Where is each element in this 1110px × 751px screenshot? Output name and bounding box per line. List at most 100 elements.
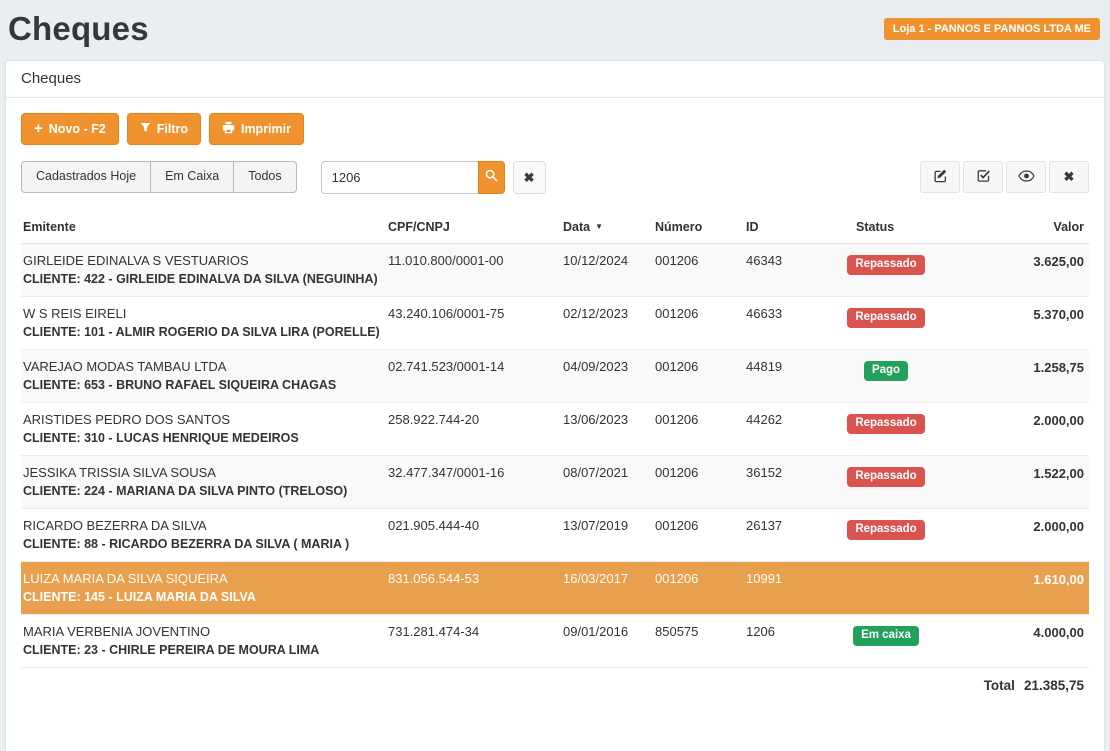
col-id[interactable]: ID xyxy=(744,211,811,244)
check-all-button[interactable] xyxy=(963,161,1003,193)
status-badge: Repassado xyxy=(847,254,925,275)
valor-cell: 1.258,75 xyxy=(1033,359,1084,375)
cheques-panel: Cheques + Novo - F2 Filtro Imprimir xyxy=(5,60,1105,751)
status-badge: Pago xyxy=(863,360,909,381)
page-title: Cheques xyxy=(8,10,149,47)
numero-cell: 001206 xyxy=(655,358,699,374)
valor-cell: 4.000,00 xyxy=(1033,624,1084,640)
table-row[interactable]: RICARDO BEZERRA DA SILVA CLIENTE: 88 - R… xyxy=(21,508,1089,561)
date-cell: 08/07/2021 xyxy=(563,464,629,480)
total-row: Total 21.385,75 xyxy=(21,668,1089,703)
col-emitente[interactable]: Emitente xyxy=(21,211,386,244)
cpf-cnpj-cell: 32.477.347/0001-16 xyxy=(388,464,505,480)
quick-filter-group: Cadastrados Hoje Em Caixa Todos xyxy=(21,161,297,193)
close-panel-button[interactable]: ✖ xyxy=(1049,161,1089,193)
cpf-cnpj-cell: 43.240.106/0001-75 xyxy=(388,305,505,321)
emitente-cell: GIRLEIDE EDINALVA S VESTUARIOS CLIENTE: … xyxy=(23,252,378,286)
valor-cell: 3.625,00 xyxy=(1033,253,1084,269)
table-row[interactable]: GIRLEIDE EDINALVA S VESTUARIOS CLIENTE: … xyxy=(21,243,1089,296)
total-value: 21.385,75 xyxy=(1023,677,1084,693)
print-button[interactable]: Imprimir xyxy=(208,113,304,145)
panel-body: + Novo - F2 Filtro Imprimir Cadastrados … xyxy=(6,98,1104,751)
date-cell: 16/03/2017 xyxy=(563,570,629,586)
cheques-table: Emitente CPF/CNPJ Data ▼ Número ID Status… xyxy=(21,211,1089,668)
id-cell: 26137 xyxy=(746,517,783,533)
col-cpf-cnpj[interactable]: CPF/CNPJ xyxy=(386,211,561,244)
cpf-cnpj-cell: 021.905.444-40 xyxy=(388,517,480,533)
id-cell: 46633 xyxy=(746,305,783,321)
status-cell: Repassado xyxy=(811,243,961,296)
filter-row: Cadastrados Hoje Em Caixa Todos ✖ xyxy=(21,160,1089,194)
valor-cell: 2.000,00 xyxy=(1033,412,1084,428)
emitente-cell: ARISTIDES PEDRO DOS SANTOS CLIENTE: 310 … xyxy=(23,411,299,445)
print-icon xyxy=(222,121,235,137)
search-icon xyxy=(485,169,498,185)
status-badge: Repassado xyxy=(847,307,925,328)
id-cell: 44262 xyxy=(746,411,783,427)
status-cell: Em caixa xyxy=(811,614,961,667)
plus-icon: + xyxy=(34,119,43,137)
cpf-cnpj-cell: 731.281.474-34 xyxy=(388,623,480,639)
col-valor[interactable]: Valor xyxy=(961,211,1089,244)
status-cell: Repassado xyxy=(811,508,961,561)
status-cell: Pago xyxy=(811,349,961,402)
cpf-cnpj-cell: 831.056.544-53 xyxy=(388,570,480,586)
id-cell: 10991 xyxy=(746,570,783,586)
table-row[interactable]: W S REIS EIRELI CLIENTE: 101 - ALMIR ROG… xyxy=(21,296,1089,349)
total-label: Total xyxy=(983,677,1015,693)
numero-cell: 001206 xyxy=(655,570,699,586)
eye-icon xyxy=(1017,169,1035,185)
status-badge: Repassado xyxy=(847,413,925,434)
numero-cell: 001206 xyxy=(655,517,699,533)
store-badge: Loja 1 - PANNOS E PANNOS LTDA ME xyxy=(883,18,1100,40)
numero-cell: 001206 xyxy=(655,252,699,268)
view-button[interactable] xyxy=(1006,161,1046,193)
emitente-cell: W S REIS EIRELI CLIENTE: 101 - ALMIR ROG… xyxy=(23,305,380,339)
new-button[interactable]: + Novo - F2 xyxy=(21,113,119,145)
panel-title: Cheques xyxy=(6,61,1104,98)
close-icon: ✖ xyxy=(1063,169,1075,184)
col-data[interactable]: Data ▼ xyxy=(561,211,653,244)
search-group xyxy=(320,160,505,194)
emitente-cell: MARIA VERBENIA JOVENTINO CLIENTE: 23 - C… xyxy=(23,623,320,657)
table-row[interactable]: MARIA VERBENIA JOVENTINO CLIENTE: 23 - C… xyxy=(21,614,1089,667)
numero-cell: 001206 xyxy=(655,464,699,480)
cpf-cnpj-cell: 258.922.744-20 xyxy=(388,411,480,427)
date-cell: 09/01/2016 xyxy=(563,623,629,639)
status-badge: Repassado xyxy=(847,466,925,487)
id-cell: 46343 xyxy=(746,252,783,268)
col-status[interactable]: Status xyxy=(811,211,961,244)
clear-search-button[interactable]: ✖ xyxy=(512,160,546,194)
close-icon: ✖ xyxy=(523,169,535,185)
cpf-cnpj-cell: 11.010.800/0001-00 xyxy=(388,252,504,268)
table-row[interactable]: LUIZA MARIA DA SILVA SIQUEIRA CLIENTE: 1… xyxy=(21,561,1089,614)
id-cell: 44819 xyxy=(746,358,783,374)
date-cell: 10/12/2024 xyxy=(563,252,629,268)
search-input[interactable] xyxy=(320,160,478,194)
sort-desc-icon: ▼ xyxy=(595,221,604,231)
filter-cadastrados-hoje[interactable]: Cadastrados Hoje xyxy=(21,161,152,193)
date-cell: 13/06/2023 xyxy=(563,411,629,427)
table-row[interactable]: VAREJAO MODAS TAMBAU LTDA CLIENTE: 653 -… xyxy=(21,349,1089,402)
id-cell: 36152 xyxy=(746,464,783,480)
action-buttons: ✖ xyxy=(920,161,1089,193)
table-row[interactable]: ARISTIDES PEDRO DOS SANTOS CLIENTE: 310 … xyxy=(21,402,1089,455)
emitente-cell: LUIZA MARIA DA SILVA SIQUEIRA CLIENTE: 1… xyxy=(23,570,256,604)
table-row[interactable]: JESSIKA TRISSIA SILVA SOUSA CLIENTE: 224… xyxy=(21,455,1089,508)
filter-em-caixa[interactable]: Em Caixa xyxy=(150,161,235,193)
table-header-row: Emitente CPF/CNPJ Data ▼ Número ID Status… xyxy=(21,211,1089,244)
search-button[interactable] xyxy=(477,160,505,194)
col-numero[interactable]: Número xyxy=(653,211,744,244)
emitente-cell: JESSIKA TRISSIA SILVA SOUSA CLIENTE: 224… xyxy=(23,464,348,498)
numero-cell: 001206 xyxy=(655,305,699,321)
date-cell: 04/09/2023 xyxy=(563,358,629,374)
filter-button[interactable]: Filtro xyxy=(126,113,201,145)
print-button-label: Imprimir xyxy=(240,121,291,136)
numero-cell: 001206 xyxy=(655,411,699,427)
check-square-icon xyxy=(976,168,991,186)
status-cell: Repassado xyxy=(811,402,961,455)
edit-button[interactable] xyxy=(920,161,960,193)
cpf-cnpj-cell: 02.741.523/0001-14 xyxy=(388,358,505,374)
id-cell: 1206 xyxy=(746,623,775,639)
filter-todos[interactable]: Todos xyxy=(233,161,297,193)
